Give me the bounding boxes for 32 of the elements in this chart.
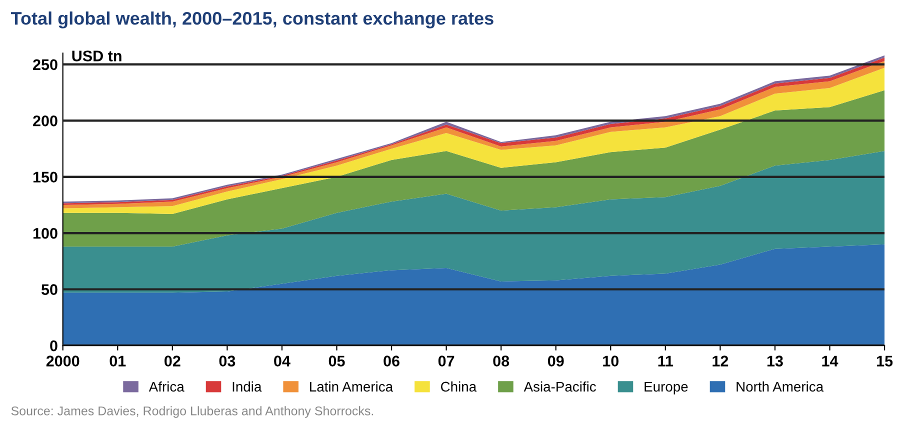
legend-label: North America xyxy=(736,381,824,392)
x-tick-label: 12 xyxy=(712,356,728,366)
x-tick-label: 2000 xyxy=(46,356,80,366)
legend-label: India xyxy=(232,381,262,392)
x-tick-label: 13 xyxy=(767,356,783,367)
x-tick-label: 04 xyxy=(274,356,290,366)
x-tick-label: 08 xyxy=(493,356,510,366)
legend-label: Asia-Pacific xyxy=(524,381,596,392)
legend-label: Africa xyxy=(148,381,184,392)
y-tick-label: 150 xyxy=(33,172,58,183)
chart-title: Total global wealth, 2000–2015, constant exchange rates xyxy=(10,11,494,28)
source-note: Source: James Davies, Rodrigo Lluberas and Anthony Shorrocks. xyxy=(11,406,374,418)
x-tick-label: 10 xyxy=(603,356,619,366)
x-tick-label: 05 xyxy=(328,356,345,366)
y-tick-label: 0 xyxy=(50,340,58,352)
y-tick-label: 250 xyxy=(33,59,58,70)
legend-label: China xyxy=(440,381,477,392)
x-tick-label: 15 xyxy=(876,356,893,366)
y-tick-label: 200 xyxy=(33,116,58,126)
x-tick-label: 02 xyxy=(164,356,180,366)
legend-label: Europe xyxy=(644,382,688,394)
x-tick-label: 01 xyxy=(110,356,126,366)
y-tick-label: 100 xyxy=(33,228,58,239)
y-tick-label: 50 xyxy=(41,284,58,295)
x-tick-label: 09 xyxy=(548,356,564,366)
x-tick-label: 14 xyxy=(822,356,838,366)
x-tick-label: 03 xyxy=(219,356,236,367)
x-tick-label: 06 xyxy=(384,356,400,366)
x-tick-label: 07 xyxy=(438,356,454,366)
x-tick-label: 11 xyxy=(658,356,674,366)
legend-label: Latin America xyxy=(310,381,394,392)
y-axis-title: USD tn xyxy=(72,50,122,62)
